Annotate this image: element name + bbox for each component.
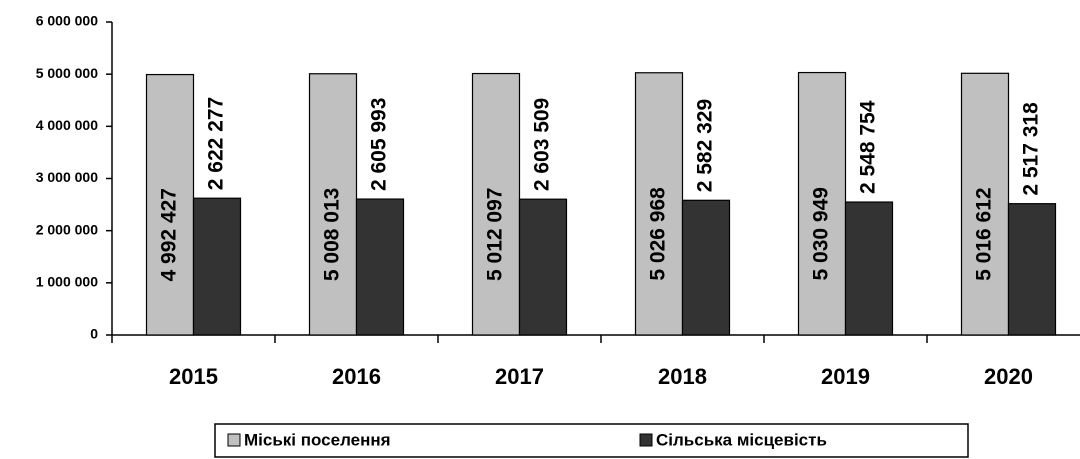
y-tick-label: 0 <box>90 326 98 342</box>
y-tick-label: 3 000 000 <box>36 169 98 185</box>
bar <box>1007 203 1057 336</box>
bar <box>797 71 847 336</box>
value-label: 2 622 277 <box>205 97 228 190</box>
bar <box>844 201 894 336</box>
bar <box>518 198 568 336</box>
value-label: 5 012 097 <box>484 188 507 281</box>
legend-label: Сільська місцевість <box>656 430 827 449</box>
bar <box>960 72 1010 336</box>
bar <box>192 197 242 336</box>
value-label: 2 548 754 <box>857 100 880 194</box>
x-tick-label: 2019 <box>821 364 870 389</box>
y-tick-label: 6 000 000 <box>36 13 98 29</box>
bar <box>308 73 358 336</box>
value-label: 2 605 993 <box>368 98 391 191</box>
x-tick-label: 2017 <box>495 364 544 389</box>
y-tick-label: 5 000 000 <box>36 65 98 81</box>
bar <box>634 72 684 336</box>
value-label: 2 582 329 <box>694 99 717 192</box>
value-label: 5 030 949 <box>810 187 833 280</box>
value-label: 5 026 968 <box>647 187 670 281</box>
x-tick-label: 2020 <box>984 364 1033 389</box>
x-tick-label: 2015 <box>169 364 218 389</box>
bar <box>681 199 731 336</box>
bar <box>355 198 405 336</box>
value-label: 2 517 318 <box>1020 102 1043 196</box>
x-tick-label: 2018 <box>658 364 707 389</box>
legend-swatch <box>227 433 241 447</box>
value-label: 2 603 509 <box>531 98 554 191</box>
value-label: 5 008 013 <box>321 188 344 281</box>
y-tick-label: 1 000 000 <box>36 274 98 290</box>
y-tick-label: 4 000 000 <box>36 117 98 133</box>
legend-label: Міські поселення <box>244 430 391 449</box>
value-label: 5 016 612 <box>973 187 996 280</box>
x-tick-label: 2016 <box>332 364 381 389</box>
legend-box <box>214 423 969 458</box>
bar <box>471 72 521 336</box>
value-label: 4 992 427 <box>158 188 181 281</box>
legend-swatch <box>639 433 653 447</box>
y-tick-label: 2 000 000 <box>36 221 98 237</box>
